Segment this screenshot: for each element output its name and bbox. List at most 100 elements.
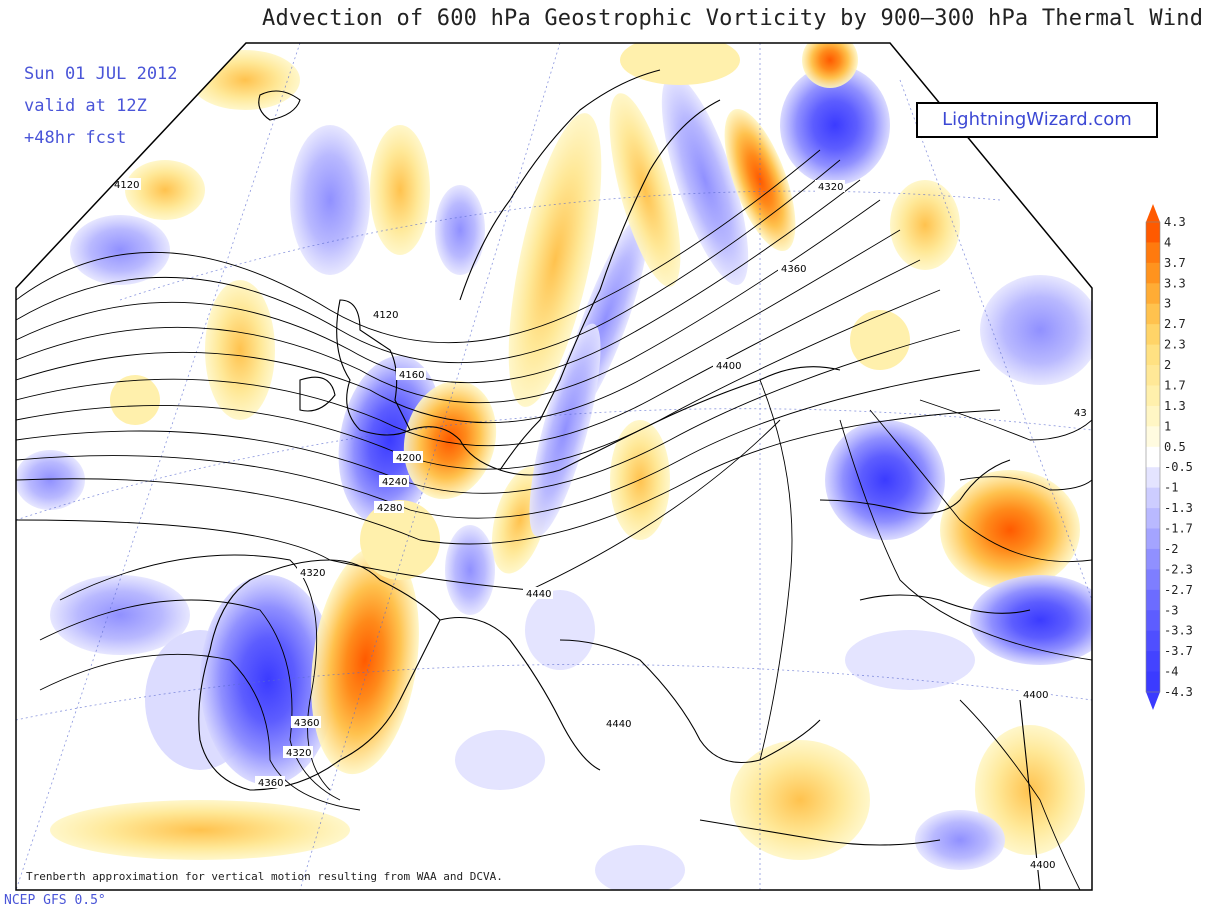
contour-label: 4360	[781, 264, 806, 275]
colorbar-band	[1146, 651, 1160, 673]
contour-label: 4440	[606, 719, 631, 730]
colorbar-band	[1146, 283, 1160, 305]
colorbar-band	[1146, 446, 1160, 468]
contour-label: 4400	[716, 361, 741, 372]
colorbar-label: 1.3	[1164, 399, 1186, 413]
contour-label: 4440	[526, 589, 551, 600]
colorbar-band	[1146, 303, 1160, 325]
colorbar-band	[1146, 324, 1160, 346]
contour-label: 4320	[286, 748, 311, 759]
colorbar-band	[1146, 262, 1160, 284]
colorbar-band	[1146, 242, 1160, 264]
colorbar-min-arrow	[1146, 692, 1160, 710]
colorbar-band	[1146, 630, 1160, 652]
valid-time: valid at 12Z	[24, 96, 147, 116]
colorbar-band	[1146, 508, 1160, 530]
colorbar-label: -4	[1164, 665, 1178, 679]
colorbar-label: -0.5	[1164, 460, 1193, 474]
field-blob	[50, 800, 350, 860]
colorbar-label: -2.7	[1164, 583, 1193, 597]
contour-label: 4320	[818, 182, 843, 193]
field-blob	[845, 630, 975, 690]
field-blob	[190, 50, 300, 110]
map-frame	[15, 42, 1093, 891]
contour-label: 4240	[382, 477, 407, 488]
colorbar-label: 0.5	[1164, 440, 1186, 454]
colorbar-outline	[1145, 221, 1161, 693]
colorbar-label: -1	[1164, 481, 1178, 495]
contour-label: 4280	[377, 503, 402, 514]
contour-label: 4400	[1023, 690, 1048, 701]
colorbar: 4.3 4 3.7 3.3 3 2.7 2.3 2 1.7 1.3 1 0.5 -0.5 -1 -1.3 -1…	[1145, 204, 1193, 710]
field-blob	[850, 310, 910, 370]
colorbar-label: -3.7	[1164, 644, 1193, 658]
colorbar-label: 4.3	[1164, 215, 1186, 229]
field-blob	[525, 590, 595, 670]
field-blob	[595, 845, 685, 890]
colorbar-band	[1146, 365, 1160, 386]
run-date: Sun 01 JUL 2012	[24, 64, 178, 84]
field-blob	[311, 545, 419, 775]
colorbar-label: 3	[1164, 297, 1171, 311]
colorbar-label: -3.3	[1164, 624, 1193, 638]
colorbar-band	[1146, 569, 1160, 591]
colorbar-band	[1146, 467, 1160, 489]
colorbar-label: 2	[1164, 358, 1171, 372]
contour-label: 4360	[294, 718, 319, 729]
colorbar-max-arrow	[1146, 204, 1160, 222]
contour-label: 4400	[1030, 860, 1055, 871]
colorbar-label: -2	[1164, 542, 1178, 556]
colorbar-band	[1146, 487, 1160, 509]
field-blob	[661, 75, 749, 285]
field-blob	[980, 275, 1092, 385]
colorbar-band	[1146, 385, 1160, 407]
brand-logo: LightningWizard.com	[916, 102, 1158, 138]
field-blob	[970, 575, 1092, 665]
colorbar-label: 2.3	[1164, 338, 1186, 352]
field-blob	[890, 180, 960, 270]
field-blob	[50, 575, 190, 655]
forecast-hour: +48hr fcst	[24, 128, 127, 148]
contour-label: 43	[1074, 408, 1087, 419]
field-blob	[205, 280, 275, 420]
field-blob	[780, 65, 890, 185]
colorbar-band	[1146, 405, 1160, 427]
field-blob	[200, 575, 336, 785]
field-blob	[940, 470, 1080, 590]
colorbar-label: -2.3	[1164, 562, 1193, 576]
colorbar-label: 2.7	[1164, 317, 1186, 331]
field-blob	[125, 160, 205, 220]
contour-label: 4160	[399, 370, 424, 381]
colorbar-band	[1146, 548, 1160, 570]
contour-label: 4200	[396, 453, 421, 464]
colorbar-label: 3.3	[1164, 276, 1186, 290]
graticule	[16, 43, 1092, 890]
field-blob	[70, 215, 170, 285]
colorbar-label: 1	[1164, 419, 1171, 433]
field-blob	[16, 450, 85, 510]
colorbar-label: 1.7	[1164, 378, 1186, 392]
footnote: Trenberth approximation for vertical mot…	[26, 870, 503, 883]
field-blob	[370, 125, 430, 255]
colorbar-band	[1146, 610, 1160, 632]
field-blob	[403, 380, 497, 500]
colorbar-band	[1146, 344, 1160, 366]
colorbar-label: 3.7	[1164, 256, 1186, 270]
contour-label: 4320	[300, 568, 325, 579]
field-blob	[435, 185, 485, 275]
colorbar-band	[1146, 222, 1160, 243]
field-blob	[802, 43, 858, 88]
field-blob	[508, 113, 602, 407]
field-blob	[360, 500, 440, 580]
field-blob	[915, 810, 1005, 870]
colorbar-label: 4	[1164, 235, 1171, 249]
colorbar-label: -1.7	[1164, 522, 1193, 536]
colorbar-label: -1.3	[1164, 501, 1193, 515]
field-blob	[455, 730, 545, 790]
map-title: Advection of 600 hPa Geostrophic Vortici…	[262, 6, 1216, 31]
contour-label: 4120	[114, 180, 139, 191]
contour-label: 4360	[258, 778, 283, 789]
field-blob	[730, 740, 870, 860]
